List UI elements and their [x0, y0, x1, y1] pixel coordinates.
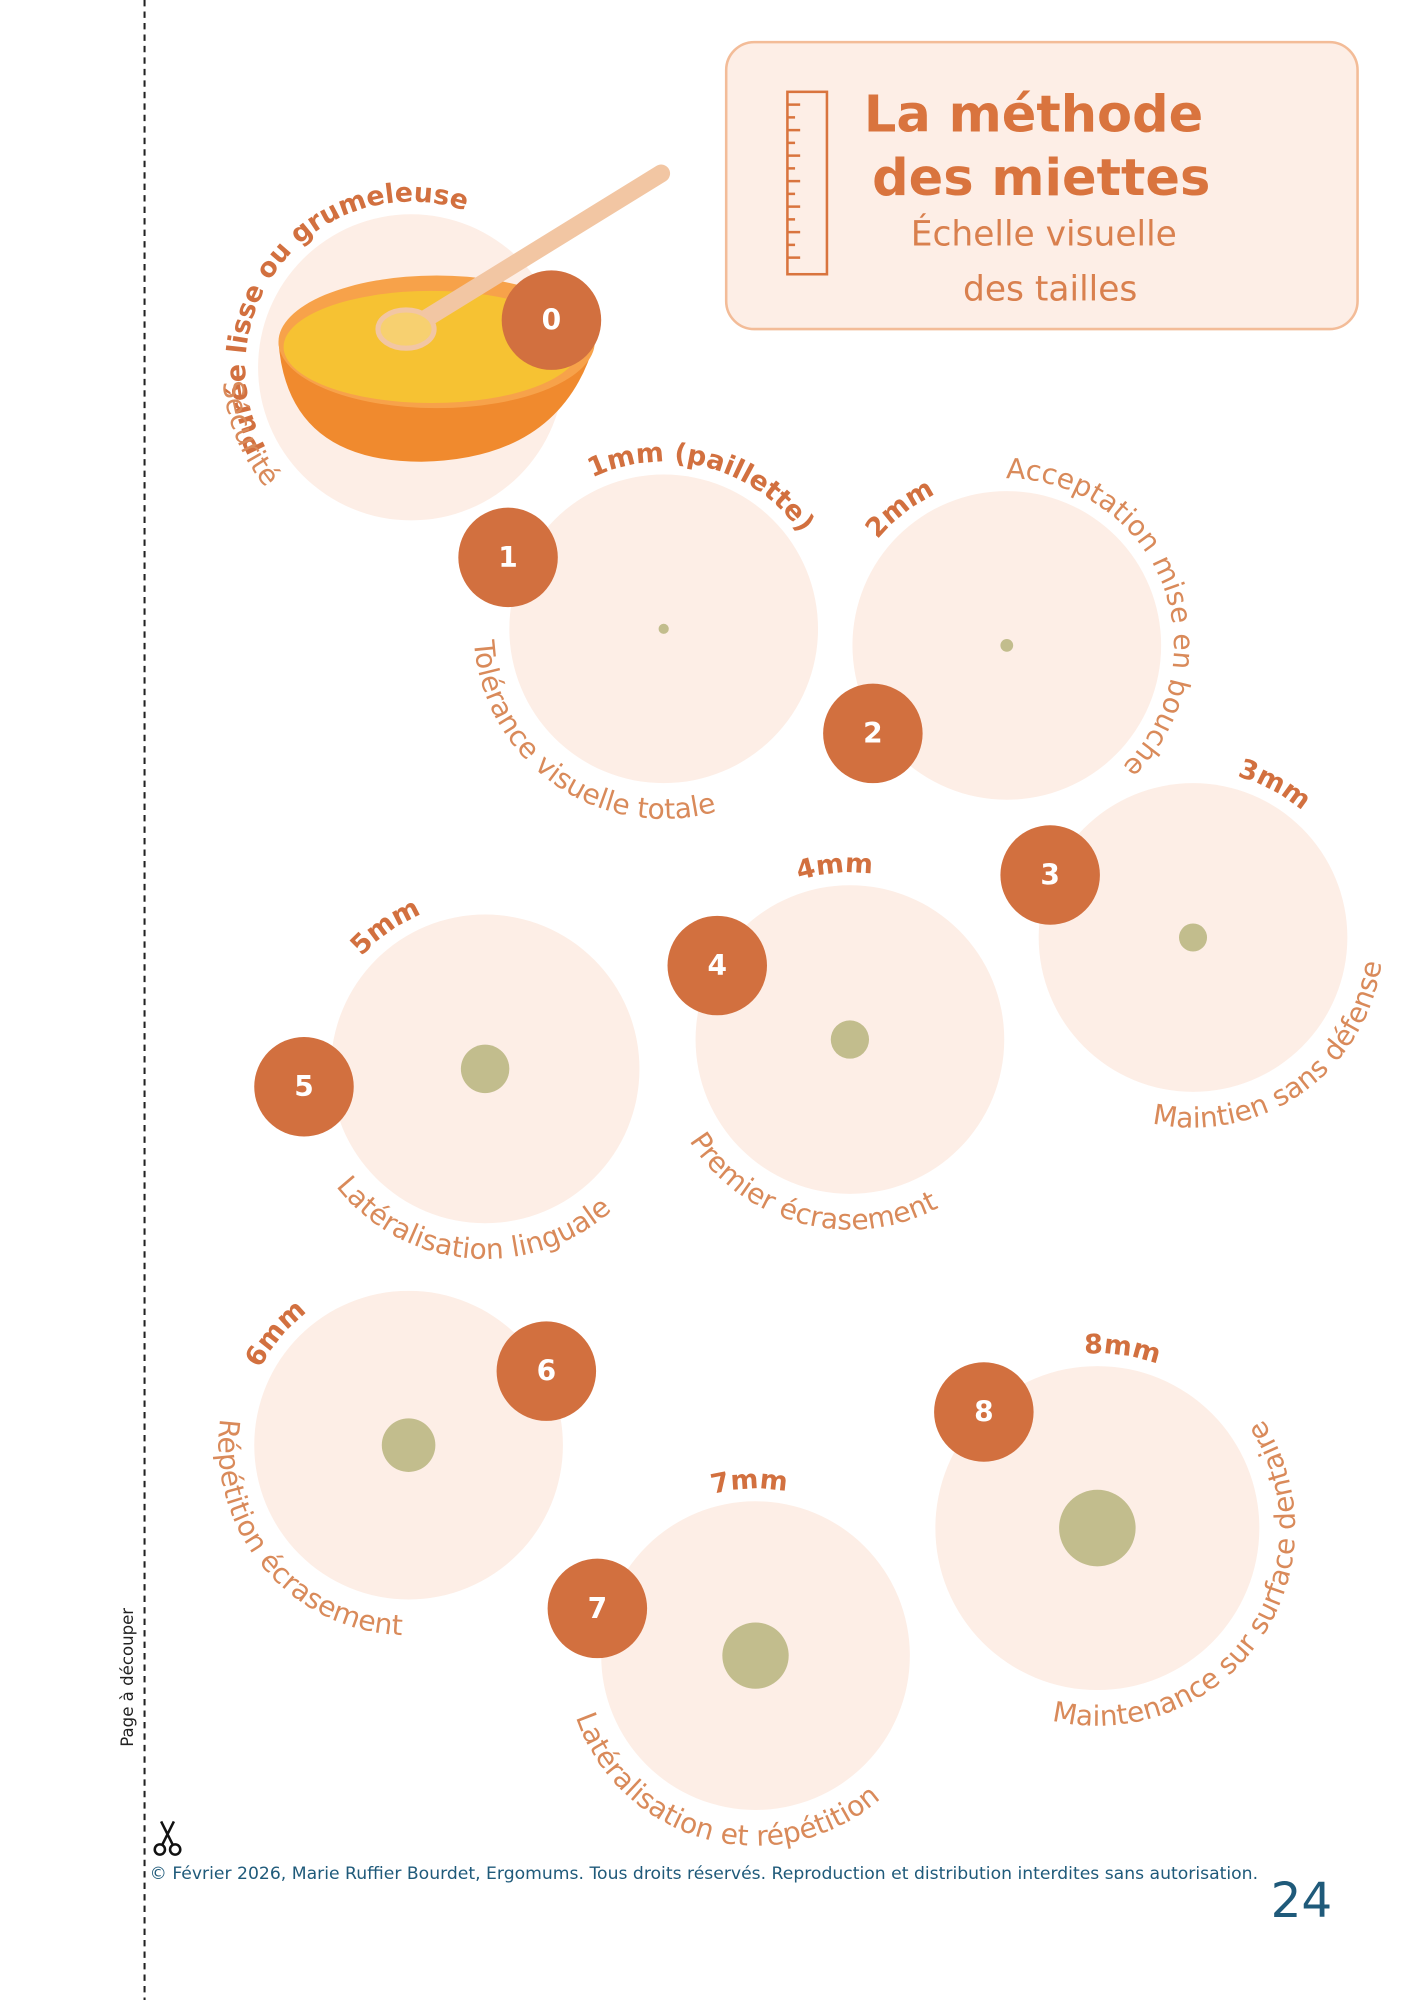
number-badge — [934, 1362, 1034, 1462]
size-label-path: 7mm — [708, 1464, 789, 1501]
title-line: des miettes — [872, 149, 1210, 208]
number-label: 3 — [1040, 858, 1060, 891]
number-label: 5 — [294, 1070, 314, 1103]
subtitle-line: des tailles — [963, 269, 1137, 309]
number-badge — [458, 507, 558, 608]
number-label: 0 — [542, 304, 562, 337]
number-badge — [547, 1558, 648, 1659]
subtitle-line: Échelle visuelle — [911, 213, 1177, 254]
page-number: 24 — [1271, 1873, 1333, 1929]
scissors-icon — [153, 1820, 182, 1856]
number-label: 8 — [974, 1395, 994, 1428]
spoon-bowl — [375, 307, 437, 351]
number-badge — [1000, 825, 1100, 925]
header-box — [724, 40, 1359, 331]
side-label: Page à découper — [118, 1608, 137, 1747]
number-badge — [254, 1036, 354, 1137]
number-label: 4 — [707, 949, 727, 982]
title-line: La méthode — [864, 85, 1203, 144]
number-label: 2 — [863, 717, 883, 750]
copyright: © Février 2026, Marie Ruffier Bourdet, E… — [150, 1864, 1258, 1884]
crumb-dot — [1000, 639, 1014, 652]
spoon — [412, 164, 671, 331]
number-label: 6 — [537, 1355, 557, 1388]
number-label: 1 — [498, 541, 518, 574]
size-label-path: 4mm — [793, 848, 874, 887]
crumb-dot — [460, 1044, 510, 1094]
number-badge — [823, 683, 923, 784]
number-badge — [667, 915, 767, 1016]
crumb-dot — [722, 1622, 789, 1689]
size-label: 8mm — [1084, 1329, 1164, 1370]
ruler-icon — [786, 90, 829, 276]
crumb-dot — [1059, 1489, 1136, 1567]
size-label-path: 8mm — [1084, 1329, 1164, 1370]
number-badge — [501, 270, 602, 370]
crumb-dot — [830, 1020, 870, 1059]
crumb-dot — [381, 1418, 436, 1472]
number-label: 7 — [588, 1592, 608, 1625]
crumb-dot — [1178, 923, 1208, 952]
size-label: 7mm — [708, 1464, 789, 1501]
size-label: 4mm — [793, 848, 874, 887]
number-badge — [496, 1321, 597, 1421]
crumb-dot — [658, 623, 669, 634]
